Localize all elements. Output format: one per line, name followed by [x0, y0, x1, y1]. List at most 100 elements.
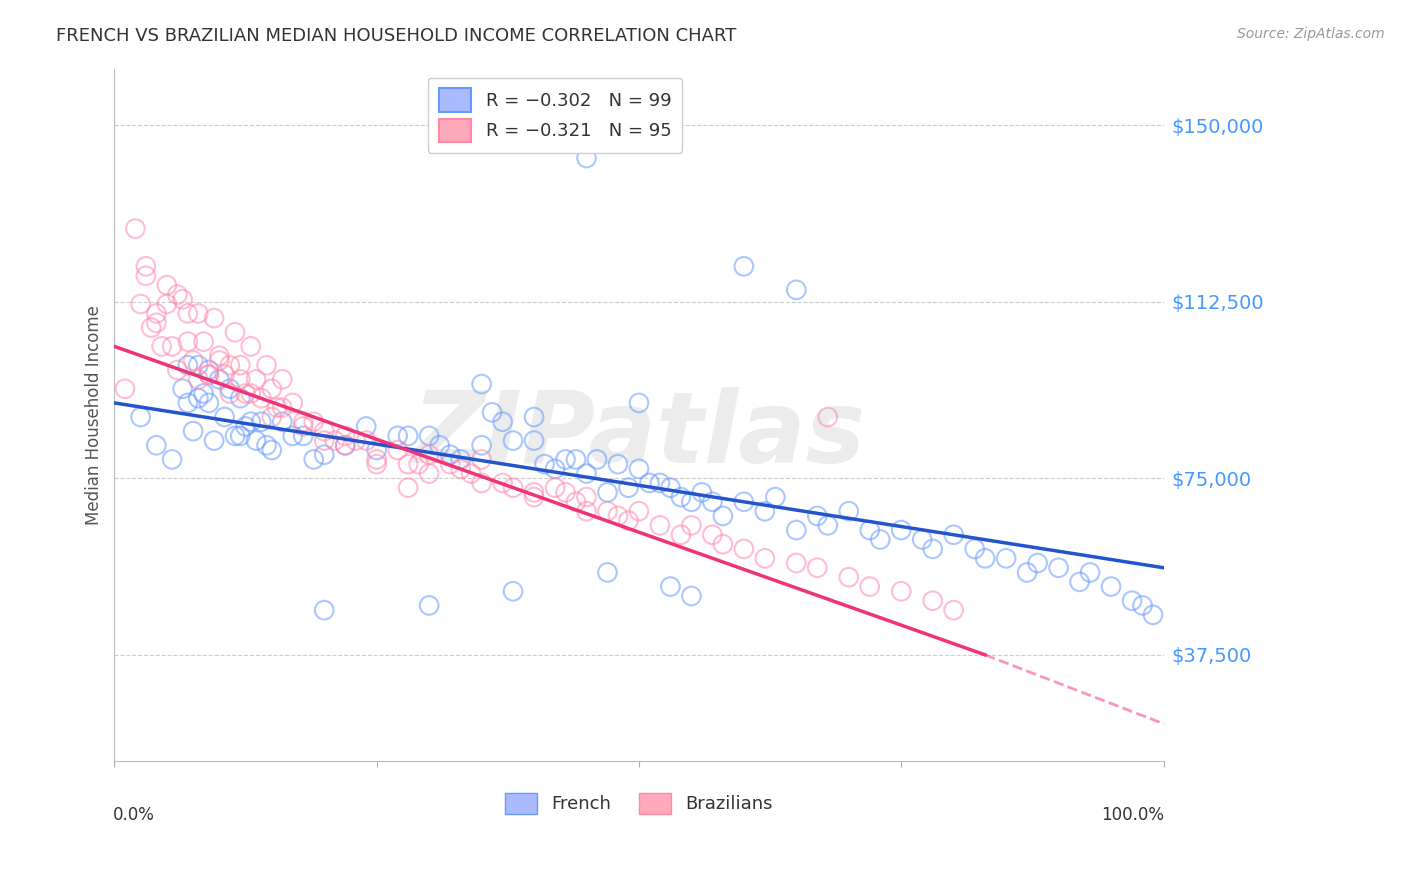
Point	[733, 495, 755, 509]
Point	[565, 452, 588, 467]
Point	[838, 570, 860, 584]
Point	[177, 358, 200, 372]
Point	[702, 528, 724, 542]
Point	[418, 599, 440, 613]
Point	[245, 434, 267, 448]
Point	[733, 260, 755, 274]
Point	[218, 382, 240, 396]
Point	[202, 434, 225, 448]
Point	[575, 151, 598, 165]
Point	[669, 490, 692, 504]
Point	[921, 593, 943, 607]
Point	[354, 419, 377, 434]
Text: FRENCH VS BRAZILIAN MEDIAN HOUSEHOLD INCOME CORRELATION CHART: FRENCH VS BRAZILIAN MEDIAN HOUSEHOLD INC…	[56, 27, 737, 45]
Point	[890, 523, 912, 537]
Point	[166, 363, 188, 377]
Point	[502, 434, 524, 448]
Point	[292, 429, 315, 443]
Point	[963, 541, 986, 556]
Point	[235, 386, 257, 401]
Point	[523, 485, 546, 500]
Point	[271, 415, 294, 429]
Point	[245, 372, 267, 386]
Point	[638, 475, 661, 490]
Point	[817, 410, 839, 425]
Point	[208, 353, 231, 368]
Point	[681, 518, 703, 533]
Point	[817, 518, 839, 533]
Point	[523, 490, 546, 504]
Point	[135, 260, 157, 274]
Point	[314, 448, 336, 462]
Point	[481, 405, 503, 419]
Point	[271, 401, 294, 415]
Point	[502, 481, 524, 495]
Point	[669, 528, 692, 542]
Point	[177, 306, 200, 320]
Point	[396, 481, 419, 495]
Point	[366, 442, 388, 457]
Point	[160, 339, 183, 353]
Point	[733, 541, 755, 556]
Point	[198, 396, 221, 410]
Point	[754, 551, 776, 566]
Point	[450, 452, 472, 467]
Point	[648, 518, 671, 533]
Point	[1142, 607, 1164, 622]
Point	[193, 386, 215, 401]
Text: 0.0%: 0.0%	[114, 805, 155, 824]
Point	[181, 424, 204, 438]
Point	[596, 485, 619, 500]
Point	[838, 504, 860, 518]
Point	[354, 434, 377, 448]
Point	[218, 358, 240, 372]
Point	[502, 584, 524, 599]
Point	[396, 457, 419, 471]
Point	[198, 368, 221, 382]
Point	[172, 293, 194, 307]
Point	[627, 396, 650, 410]
Point	[281, 429, 304, 443]
Point	[366, 457, 388, 471]
Point	[596, 566, 619, 580]
Point	[198, 368, 221, 382]
Point	[785, 283, 807, 297]
Point	[711, 537, 734, 551]
Point	[607, 457, 630, 471]
Point	[229, 429, 252, 443]
Point	[229, 358, 252, 372]
Point	[208, 372, 231, 386]
Point	[250, 415, 273, 429]
Point	[418, 429, 440, 443]
Point	[292, 415, 315, 429]
Point	[1132, 599, 1154, 613]
Point	[193, 334, 215, 349]
Point	[260, 442, 283, 457]
Point	[429, 438, 451, 452]
Point	[302, 452, 325, 467]
Point	[471, 377, 494, 392]
Point	[335, 438, 357, 452]
Point	[523, 434, 546, 448]
Point	[314, 603, 336, 617]
Point	[859, 580, 882, 594]
Point	[785, 556, 807, 570]
Point	[471, 452, 494, 467]
Point	[135, 268, 157, 283]
Point	[690, 485, 713, 500]
Point	[763, 490, 786, 504]
Point	[271, 372, 294, 386]
Point	[260, 410, 283, 425]
Point	[129, 297, 152, 311]
Point	[1047, 560, 1070, 574]
Point	[396, 429, 419, 443]
Point	[995, 551, 1018, 566]
Point	[491, 475, 513, 490]
Text: ZIPatlas: ZIPatlas	[412, 387, 866, 484]
Point	[124, 221, 146, 235]
Point	[145, 316, 167, 330]
Point	[471, 475, 494, 490]
Point	[260, 382, 283, 396]
Point	[335, 438, 357, 452]
Point	[711, 508, 734, 523]
